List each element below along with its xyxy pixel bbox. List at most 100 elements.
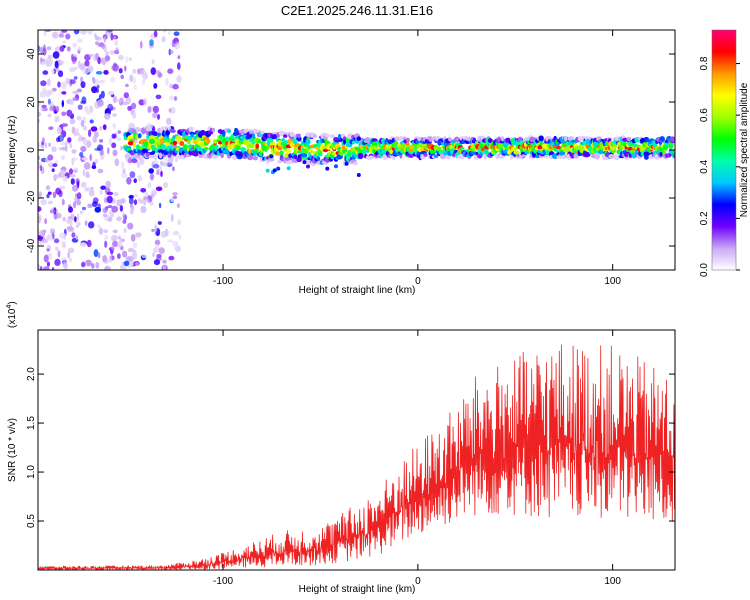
heatmap-cell-348 <box>82 68 89 75</box>
heatmap-cell-121 <box>99 139 104 143</box>
heatmap-cell-2 <box>65 77 70 85</box>
heatmap-cell-276 <box>89 186 94 191</box>
heatmap-cell-735 <box>159 152 163 159</box>
heatmap-cell-545 <box>167 239 174 243</box>
heatmap-cell-397 <box>110 32 114 41</box>
heatmap-cell-1995 <box>594 153 600 160</box>
heatmap-cell-1054 <box>269 154 274 159</box>
heatmap-cell-346 <box>76 213 80 222</box>
heatmap-cell-116 <box>69 67 76 73</box>
heatmap-cell-63 <box>97 168 104 174</box>
heatmap-cell-364 <box>47 154 54 161</box>
heatmap-cell-544 <box>174 245 182 253</box>
heatmap-cell-28 <box>128 197 134 205</box>
heatmap-cell-62 <box>163 182 169 188</box>
colorbar-frame <box>711 29 737 271</box>
heatmap-cell-1154 <box>301 153 308 158</box>
heatmap-cell-609 <box>91 263 95 269</box>
heatmap-cell-495 <box>101 57 107 65</box>
heatmap-cell-548 <box>119 198 126 204</box>
heatmap-cell-473 <box>57 250 61 258</box>
heatmap-cell-1183 <box>312 134 318 138</box>
heatmap-cell-516 <box>65 144 68 152</box>
heatmap-cell-74 <box>113 36 117 40</box>
spectrogram-ytick-label-2: 0 <box>26 147 37 153</box>
heatmap-cell-500 <box>82 169 86 177</box>
heatmap-cell-889 <box>211 154 219 159</box>
heatmap-cell-490 <box>155 70 161 74</box>
heatmap-cell-328 <box>77 104 83 110</box>
heatmap-cell-2095 <box>630 149 635 154</box>
heatmap-cell-582 <box>77 137 83 142</box>
heatmap-cell-485 <box>152 112 158 119</box>
heatmap-cell-327 <box>99 189 103 195</box>
heatmap-cell-488 <box>46 235 51 241</box>
heatmap-cell-510 <box>178 234 182 240</box>
spectrogram-ytick-label-3: 20 <box>26 96 37 108</box>
heatmap-cell-405 <box>42 238 48 244</box>
heatmap-cell-2036 <box>608 153 615 160</box>
heatmap-cell-77 <box>148 168 154 174</box>
heatmap-cell-1224 <box>325 166 330 171</box>
heatmap-cell-583 <box>73 66 78 70</box>
heatmap-cell-15 <box>38 206 42 212</box>
heatmap-cell-766 <box>170 129 176 134</box>
heatmap-cell-246 <box>47 200 53 205</box>
heatmap-cell-465 <box>112 123 117 129</box>
heatmap-cell-944 <box>232 155 237 161</box>
heatmap-cell-1252 <box>334 139 341 143</box>
heatmap-cell-527 <box>120 172 128 179</box>
heatmap-cell-389 <box>153 247 157 254</box>
heatmap-cell-187 <box>71 149 77 154</box>
heatmap-cell-437 <box>67 216 73 220</box>
heatmap-cell-1227 <box>326 143 332 150</box>
heatmap-cell-106 <box>65 33 71 40</box>
spectrogram-xtick-label-2: 100 <box>604 276 621 287</box>
heatmap-cell-1317 <box>356 173 361 177</box>
heatmap-cell-146 <box>73 30 80 35</box>
heatmap-cell-595 <box>67 227 75 233</box>
heatmap-cell-225 <box>137 161 140 169</box>
heatmap-cell-442 <box>76 192 82 200</box>
heatmap-cell-377 <box>59 134 63 142</box>
heatmap-cell-350 <box>91 86 98 94</box>
spectrogram-xtick-label-0: -100 <box>213 276 233 287</box>
heatmap-cell-409 <box>61 91 67 95</box>
heatmap-cell-1216 <box>322 148 329 153</box>
heatmap-cell-135 <box>122 250 128 258</box>
heatmap-cell-310 <box>170 196 174 202</box>
heatmap-cell-305 <box>131 102 137 110</box>
heatmap-cell-215 <box>112 149 118 157</box>
heatmap-cell-494 <box>117 240 123 248</box>
heatmap-cell-427 <box>56 126 62 135</box>
heatmap-cell-154 <box>118 68 123 74</box>
heatmap-cell-1690 <box>487 138 493 144</box>
heatmap-cell-33 <box>176 75 182 83</box>
heatmap-cell-362 <box>155 186 163 192</box>
heatmap-cell-599 <box>104 265 111 270</box>
heatmap-cell-10 <box>109 50 115 55</box>
colorbar-tick-label-1: 0.2 <box>699 211 710 225</box>
heatmap-cell-105 <box>112 113 117 117</box>
heatmap-cell-546 <box>49 209 56 214</box>
heatmap-cell-1105 <box>286 149 292 153</box>
heatmap-cell-191 <box>86 239 92 248</box>
heatmap-cell-519 <box>51 31 57 39</box>
heatmap-cell-404 <box>58 33 65 38</box>
heatmap-cell-452 <box>52 51 60 59</box>
heatmap-cell-1077 <box>276 166 281 171</box>
heatmap-cell-421 <box>97 99 104 107</box>
heatmap-cell-612 <box>96 224 101 228</box>
heatmap-cell-196 <box>95 261 100 269</box>
heatmap-cell-668 <box>135 144 140 151</box>
heatmap-cell-616 <box>103 229 108 234</box>
heatmap-cell-481 <box>127 222 134 230</box>
heatmap-cell-256 <box>110 77 115 83</box>
heatmap-cell-293 <box>172 240 179 247</box>
colorbar-tick-label-2: 0.4 <box>699 159 710 173</box>
heatmap-cell-890 <box>212 139 218 144</box>
heatmap-cell-242 <box>67 137 72 143</box>
colorbar-tick-label-3: 0.6 <box>699 108 710 122</box>
heatmap-cell-703 <box>148 127 152 132</box>
heatmap-cell-319 <box>93 79 100 87</box>
